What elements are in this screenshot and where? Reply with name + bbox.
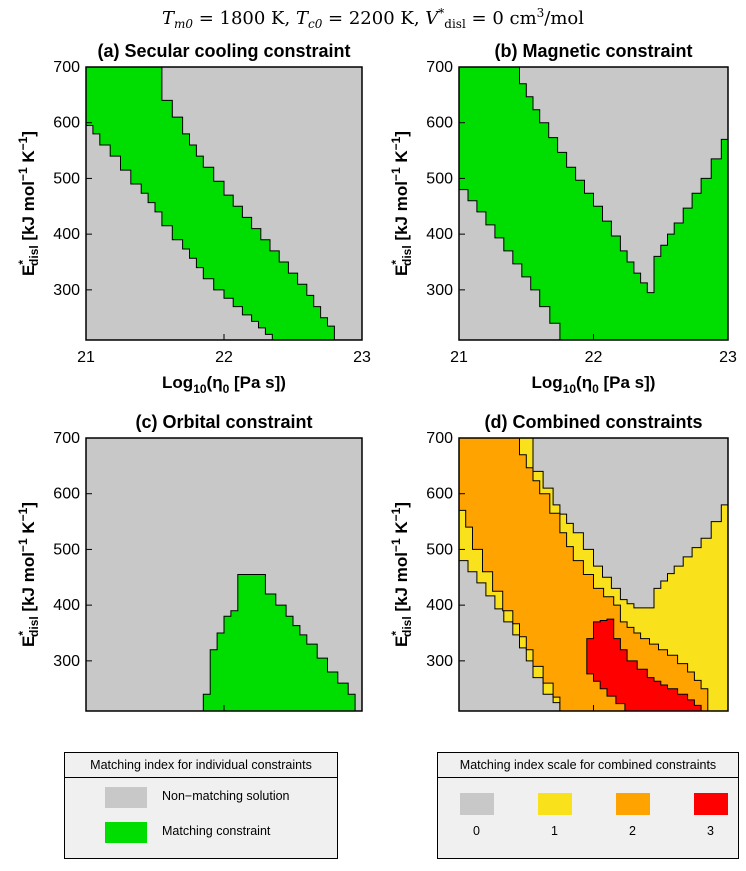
panel-a: (a) Secular cooling constraint 21 22 23 300 4… bbox=[16, 41, 371, 396]
legend-label-non-matching: Non−matching solution bbox=[162, 789, 290, 803]
panel-a-ytick-label: 700 bbox=[53, 59, 80, 76]
panel-b-ytick-label: 300 bbox=[426, 282, 453, 299]
panel-b-ytick-label: 400 bbox=[426, 226, 453, 243]
panel-a-xtick-label: 23 bbox=[353, 349, 371, 366]
panel-b-region-1 bbox=[459, 67, 728, 340]
panel-d-title: (d) Combined constraints bbox=[484, 412, 702, 432]
legend-combined-swatch-1 bbox=[538, 793, 572, 815]
panel-d-ytick-label: 700 bbox=[426, 430, 453, 447]
legend-combined-swatch-3 bbox=[694, 793, 728, 815]
panel-d: (d) Combined constraints2122233004005006… bbox=[389, 412, 729, 712]
panel-c-ytick-label: 300 bbox=[53, 653, 80, 670]
panel-a-region-1 bbox=[86, 67, 362, 340]
panel-a-xtick-label: 22 bbox=[215, 349, 233, 366]
panel-a-ytick-label: 400 bbox=[53, 226, 80, 243]
panel-a-ytick-label: 600 bbox=[53, 115, 80, 132]
legend-combined-label-1: 1 bbox=[551, 824, 558, 838]
panel-a-xlabel: Log10(η0 [Pa s]) bbox=[162, 373, 286, 396]
panel-d-ytick-label: 600 bbox=[426, 486, 453, 503]
legend-combined-swatch-0 bbox=[460, 793, 494, 815]
legend-individual-title: Matching index for individual constraint… bbox=[65, 753, 337, 778]
legend-combined-label-3: 3 bbox=[707, 824, 714, 838]
panel-d-ytick-label: 400 bbox=[426, 597, 453, 614]
panel-c: (c) Orbital constraint212223300400500600… bbox=[16, 412, 363, 712]
panel-b-title: (b) Magnetic constraint bbox=[494, 41, 692, 61]
panel-b-ylabel: E*disl [kJ mol−1 K−1] bbox=[389, 131, 414, 276]
panel-a-xtick-label: 21 bbox=[77, 349, 95, 366]
panel-c-ytick-label: 700 bbox=[53, 430, 80, 447]
panel-d-region-3 bbox=[586, 618, 702, 711]
panel-c-title: (c) Orbital constraint bbox=[135, 412, 312, 432]
figure-suptitle: Tm0 = 1800 K, Tc0 = 2200 K, V*disl = 0 c… bbox=[162, 6, 584, 31]
panel-a-ylabel: E*disl [kJ mol−1 K−1] bbox=[16, 131, 41, 276]
legend-label-matching: Matching constraint bbox=[162, 824, 271, 838]
legend-combined-swatch-2 bbox=[616, 793, 650, 815]
legend-swatch-matching bbox=[105, 822, 147, 843]
panel-c-ytick-label: 600 bbox=[53, 486, 80, 503]
legend-individual: Matching index for individual constraint… bbox=[64, 752, 338, 859]
legend-swatch-non-matching bbox=[105, 787, 147, 808]
panel-a-title: (a) Secular cooling constraint bbox=[97, 41, 350, 61]
panel-c-ylabel: E*disl [kJ mol−1 K−1] bbox=[16, 502, 41, 647]
legend-combined: Matching index scale for combined constr… bbox=[437, 752, 739, 859]
panel-a-ytick-label: 500 bbox=[53, 170, 80, 187]
panel-d-ytick-label: 500 bbox=[426, 541, 453, 558]
panel-b-ytick-label: 500 bbox=[426, 170, 453, 187]
panel-b-xtick-label: 22 bbox=[585, 349, 603, 366]
figure-canvas: Tm0 = 1800 K, Tc0 = 2200 K, V*disl = 0 c… bbox=[16, 6, 737, 712]
panel-b-ytick-label: 600 bbox=[426, 115, 453, 132]
legend-combined-label-2: 2 bbox=[629, 824, 636, 838]
panel-c-ytick-label: 500 bbox=[53, 541, 80, 558]
panel-b-xtick-label: 23 bbox=[719, 349, 737, 366]
panel-b: (b) Magnetic constraint 21 22 23 300 400 500 60… bbox=[389, 41, 737, 396]
panel-d-ylabel: E*disl [kJ mol−1 K−1] bbox=[389, 502, 414, 647]
legend-combined-title: Matching index scale for combined constr… bbox=[438, 753, 738, 778]
panel-b-xtick-label: 21 bbox=[450, 349, 468, 366]
panel-c-ytick-label: 400 bbox=[53, 597, 80, 614]
panel-b-xlabel: Log10(η0 [Pa s]) bbox=[532, 373, 656, 396]
panel-c-region-1 bbox=[202, 574, 356, 711]
panel-d-ytick-label: 300 bbox=[426, 653, 453, 670]
panel-b-ytick-label: 700 bbox=[426, 59, 453, 76]
panel-d-region-2 bbox=[459, 438, 709, 711]
legend-combined-label-0: 0 bbox=[473, 824, 480, 838]
panel-a-ytick-label: 300 bbox=[53, 282, 80, 299]
